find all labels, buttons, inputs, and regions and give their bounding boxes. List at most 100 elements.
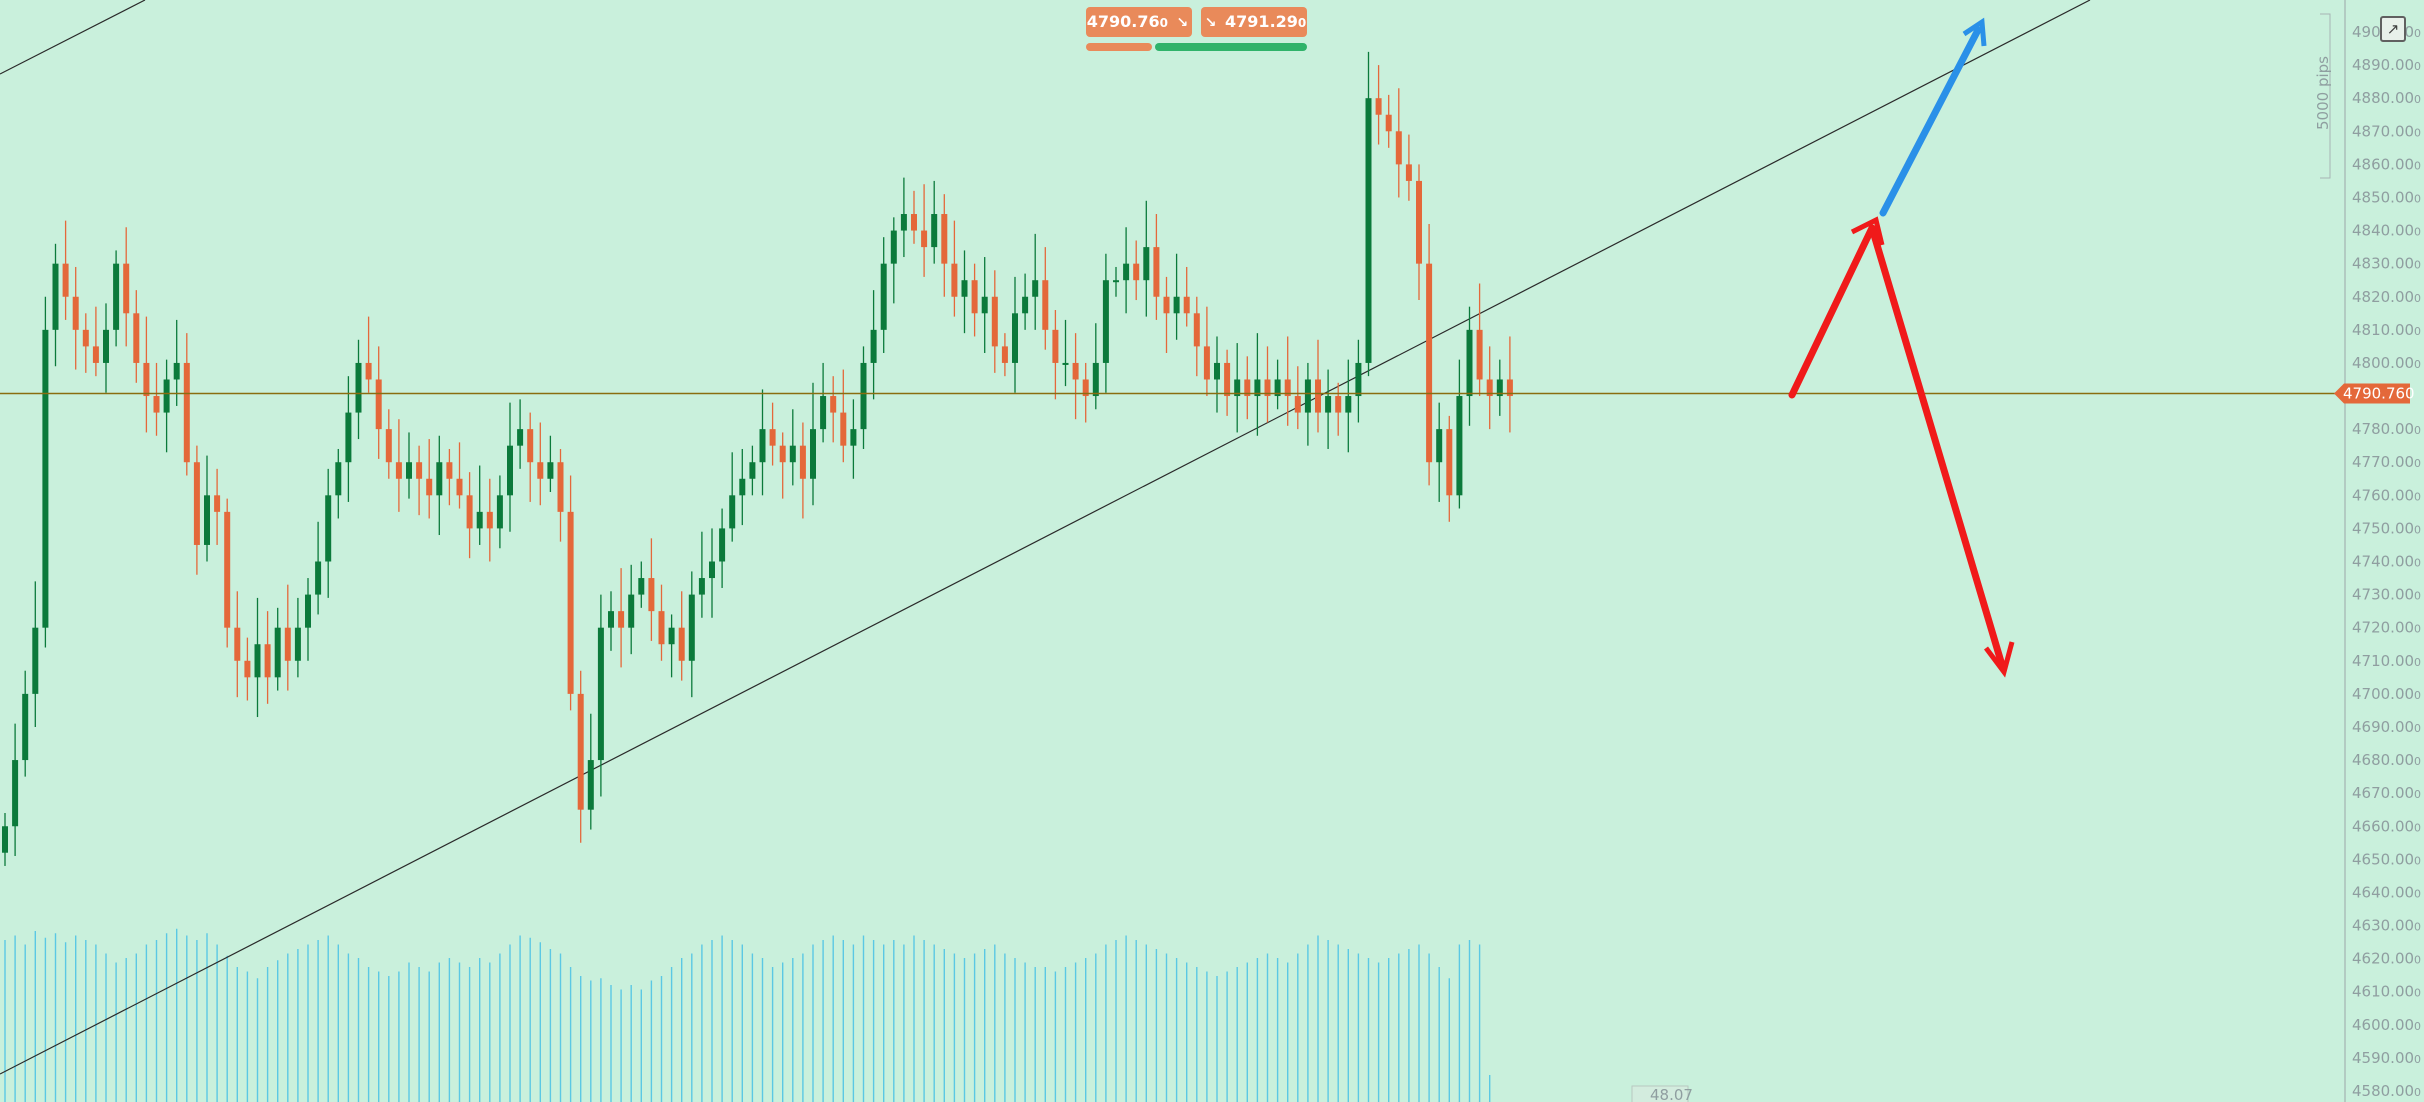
candlestick-series bbox=[2, 51, 1513, 866]
candle bbox=[567, 475, 574, 711]
candle bbox=[628, 564, 635, 655]
candle bbox=[1355, 339, 1362, 423]
candle bbox=[709, 528, 715, 618]
candle bbox=[1264, 346, 1271, 423]
candle bbox=[123, 227, 130, 347]
price-axis[interactable]: 5000 pips 4900.0004890.0004880.0004870.0… bbox=[2314, 0, 2421, 1102]
candle bbox=[113, 250, 120, 347]
candle bbox=[1183, 266, 1190, 327]
candle bbox=[335, 448, 342, 519]
candle bbox=[406, 432, 412, 499]
price-tick-label: 4620.000 bbox=[2352, 950, 2421, 968]
candle bbox=[1385, 94, 1392, 148]
candle bbox=[779, 432, 786, 499]
price-tick-label: 4710.000 bbox=[2352, 652, 2421, 670]
price-tick-label: 4840.000 bbox=[2352, 222, 2421, 240]
red-down-arrow bbox=[1868, 224, 2006, 669]
candle bbox=[1436, 402, 1443, 502]
pips-label: 5000 pips bbox=[2314, 56, 2332, 130]
candle bbox=[1456, 359, 1463, 509]
candle bbox=[1486, 346, 1493, 430]
price-tick-label: 4780.000 bbox=[2352, 420, 2421, 438]
candle bbox=[688, 571, 695, 698]
candle bbox=[1315, 339, 1321, 433]
candle bbox=[466, 472, 473, 559]
candle bbox=[921, 184, 928, 277]
candle bbox=[1284, 336, 1291, 426]
candle bbox=[1416, 164, 1422, 301]
candle bbox=[1325, 369, 1332, 449]
candle bbox=[284, 584, 291, 691]
candle bbox=[557, 448, 564, 542]
candle bbox=[294, 597, 301, 678]
price-tick-label: 4690.000 bbox=[2352, 718, 2421, 736]
candle bbox=[1133, 240, 1140, 301]
candle bbox=[1304, 362, 1311, 446]
candle bbox=[880, 237, 887, 354]
candle bbox=[1446, 415, 1453, 522]
candle bbox=[698, 531, 705, 618]
red-up-arrow bbox=[1788, 224, 1876, 399]
candle bbox=[163, 359, 170, 453]
buy-price-value: 4791.29 bbox=[1225, 12, 1298, 31]
candle bbox=[618, 568, 625, 668]
candle bbox=[1163, 276, 1170, 354]
price-tick-label: 4660.000 bbox=[2352, 817, 2421, 835]
candle bbox=[739, 448, 746, 526]
candle bbox=[345, 376, 352, 502]
candle bbox=[1143, 200, 1150, 317]
candle bbox=[951, 220, 958, 317]
candle bbox=[486, 478, 493, 562]
candle bbox=[244, 637, 251, 701]
candle bbox=[446, 448, 453, 506]
buy-price-button[interactable]: ↘ 4791.290 bbox=[1201, 7, 1307, 37]
candle bbox=[648, 538, 655, 641]
candle bbox=[143, 316, 150, 433]
price-tick-label: 4750.000 bbox=[2352, 519, 2421, 537]
blue-up-arrowhead bbox=[1962, 17, 1987, 47]
candle bbox=[52, 243, 59, 367]
volume-value: 48.07 bbox=[1650, 1086, 1693, 1102]
sell-price-button[interactable]: 4790.760 ↘ bbox=[1086, 7, 1192, 37]
red-up-arrowhead bbox=[1850, 216, 1885, 246]
candle bbox=[456, 442, 463, 509]
candle bbox=[1244, 356, 1251, 420]
price-tick-label: 4580.000 bbox=[2352, 1082, 2421, 1100]
candle bbox=[991, 270, 998, 373]
candle bbox=[1203, 306, 1210, 397]
candle bbox=[325, 468, 332, 598]
candle bbox=[597, 594, 604, 797]
candle bbox=[719, 508, 726, 588]
price-tick-label: 4680.000 bbox=[2352, 751, 2421, 769]
expand-icon[interactable]: ↗ bbox=[2380, 16, 2406, 42]
arrow-down-right-icon: ↘ bbox=[1204, 15, 1217, 31]
candle bbox=[395, 419, 402, 512]
candle bbox=[1012, 276, 1018, 393]
candle bbox=[608, 591, 614, 651]
candle bbox=[264, 611, 271, 704]
candle bbox=[1274, 359, 1281, 410]
candle bbox=[204, 455, 210, 562]
price-tick-label: 4760.000 bbox=[2352, 486, 2421, 504]
price-tick-label: 4890.000 bbox=[2352, 56, 2421, 74]
price-tick-label: 4870.000 bbox=[2352, 122, 2421, 140]
candle bbox=[214, 468, 221, 545]
red-down-arrowhead bbox=[1984, 641, 2015, 678]
pips-range-marker bbox=[2320, 13, 2331, 179]
candle bbox=[810, 382, 816, 506]
candle bbox=[1476, 283, 1483, 397]
candle bbox=[1405, 134, 1412, 201]
candle bbox=[1001, 333, 1008, 377]
candle bbox=[981, 257, 988, 354]
candle bbox=[799, 422, 806, 519]
candle bbox=[32, 581, 39, 727]
price-tick-label: 4610.000 bbox=[2352, 983, 2421, 1001]
candle bbox=[911, 190, 917, 244]
candle bbox=[234, 591, 241, 698]
candle bbox=[183, 333, 190, 476]
candle bbox=[133, 290, 140, 383]
candle bbox=[1102, 253, 1109, 393]
candle bbox=[587, 713, 594, 830]
arrow-down-right-icon: ↘ bbox=[1176, 15, 1189, 31]
